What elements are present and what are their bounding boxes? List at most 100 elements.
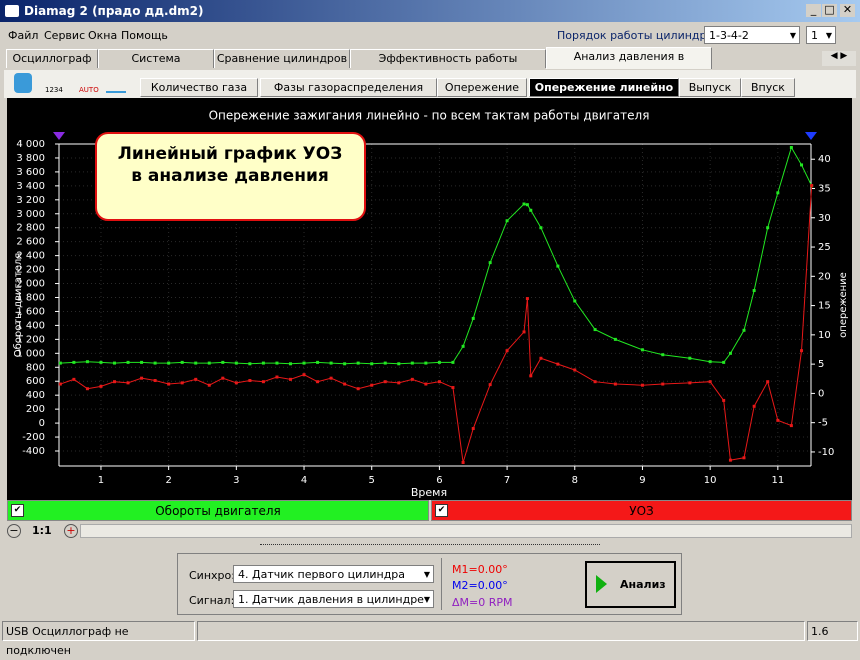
marker-m2-value: M2=0.00° [452, 579, 508, 592]
point [722, 398, 726, 402]
zoom-label: 1:1 [32, 524, 52, 537]
point [316, 380, 320, 384]
cylinder-order-combo[interactable]: 1-3-4-2 [704, 26, 800, 45]
subtab[interactable]: Фазы газораспределения [260, 78, 437, 97]
tool-icon-label[interactable]: 1234 [45, 86, 63, 94]
scrollbar[interactable] [80, 524, 852, 538]
point [776, 191, 780, 195]
chart: Опережение зажигания линейно - по всем т… [7, 98, 852, 500]
menu-item[interactable]: Файл [8, 29, 39, 42]
analyze-button[interactable] [585, 561, 676, 608]
tool-icon[interactable] [106, 75, 126, 93]
x-tick-label: 4 [301, 475, 307, 486]
tab[interactable]: Сравнение цилиндров [214, 49, 350, 68]
point [776, 418, 780, 422]
point [248, 362, 252, 366]
point [275, 375, 279, 379]
legend-item[interactable] [7, 500, 429, 521]
annotation-text: в анализе давления [131, 166, 329, 186]
point [410, 361, 414, 365]
point [505, 349, 509, 353]
point [370, 383, 374, 387]
marker-delta: ΔM=0 RPM [452, 596, 513, 609]
point [640, 383, 644, 387]
point [593, 380, 597, 384]
menu-item[interactable]: Сервис [44, 29, 86, 42]
y-tick-label: 0 [39, 418, 45, 429]
x-axis-label: Время [411, 486, 447, 499]
zoom-in[interactable]: + [64, 524, 78, 538]
point [424, 361, 428, 365]
legend-item[interactable] [431, 500, 852, 521]
y2-tick-label: 5 [818, 359, 824, 370]
marker-m1[interactable] [53, 132, 65, 140]
tab[interactable]: Эффективность работы цилиндров [350, 49, 546, 83]
x-tick-label: 1 [98, 475, 104, 486]
point [708, 380, 712, 384]
tab-active[interactable]: Анализ давления в цилиндре [546, 47, 712, 81]
subtab[interactable]: Опережение [437, 78, 527, 97]
menu-item[interactable]: Помощь [121, 29, 168, 42]
legend-label[interactable]: УОЗ [629, 504, 654, 518]
y-tick-label: -200 [22, 432, 45, 443]
tab[interactable]: Система зажигания [98, 49, 214, 83]
subtab[interactable]: Впуск [741, 78, 795, 97]
point [207, 361, 211, 365]
point [153, 379, 157, 383]
signal-combo[interactable]: 1. Датчик давления в цилиндре [233, 590, 434, 609]
tool-icon[interactable] [14, 73, 32, 93]
point [522, 202, 526, 206]
y2-tick-label: 35 [818, 183, 831, 194]
tab-scroll[interactable]: ◀ ▶ [822, 51, 856, 66]
y2-tick-label: 25 [818, 242, 831, 253]
sync-combo[interactable]: 4. Датчик первого цилиндра [233, 565, 434, 584]
menu-item[interactable]: Окна [88, 29, 118, 42]
cylinder-spin[interactable]: 1 [806, 26, 836, 45]
zoom-out[interactable]: − [7, 524, 21, 538]
point [766, 380, 770, 384]
point [234, 361, 238, 365]
point [207, 383, 211, 387]
point [661, 353, 665, 357]
y2-tick-label: 30 [818, 213, 831, 224]
point [593, 328, 597, 332]
app-icon [5, 5, 19, 17]
tool-icon-label[interactable]: AUTO [79, 86, 99, 94]
point [288, 377, 292, 381]
y-tick-label: 1 000 [16, 348, 45, 359]
subtab[interactable]: Выпуск [679, 78, 741, 97]
subtab[interactable]: Количество газа [140, 78, 258, 97]
analyze-label[interactable]: Анализ [620, 578, 666, 591]
legend-label[interactable]: Обороты двигателя [155, 504, 281, 518]
x-tick-label: 10 [704, 475, 717, 486]
point [329, 376, 333, 380]
point [356, 387, 360, 391]
legend-checkbox[interactable]: ✔ [435, 504, 448, 517]
point [728, 458, 732, 462]
point [410, 377, 414, 381]
point [556, 264, 560, 268]
tab[interactable]: Осциллограф [6, 49, 98, 68]
close-button[interactable]: ✕ [840, 4, 855, 17]
subtab-active[interactable]: Опережение линейно [529, 78, 679, 97]
splitter[interactable] [260, 544, 600, 551]
x-tick-label: 5 [369, 475, 375, 486]
legend-checkbox[interactable]: ✔ [11, 504, 24, 517]
point [488, 383, 492, 387]
point [471, 427, 475, 431]
point [99, 384, 103, 388]
y-tick-label: 3 000 [16, 209, 45, 220]
point [167, 361, 171, 365]
minimize-button[interactable]: _ [806, 4, 821, 17]
point [329, 361, 333, 365]
point [752, 289, 756, 293]
point [789, 424, 793, 428]
x-tick-label: 9 [639, 475, 645, 486]
control-panel [177, 553, 682, 615]
marker-m2[interactable] [805, 132, 817, 140]
point [58, 361, 62, 365]
point [275, 361, 279, 365]
point [194, 377, 198, 381]
y-axis-label: Обороты двигателя [13, 253, 24, 358]
maximize-button[interactable]: □ [822, 4, 837, 17]
